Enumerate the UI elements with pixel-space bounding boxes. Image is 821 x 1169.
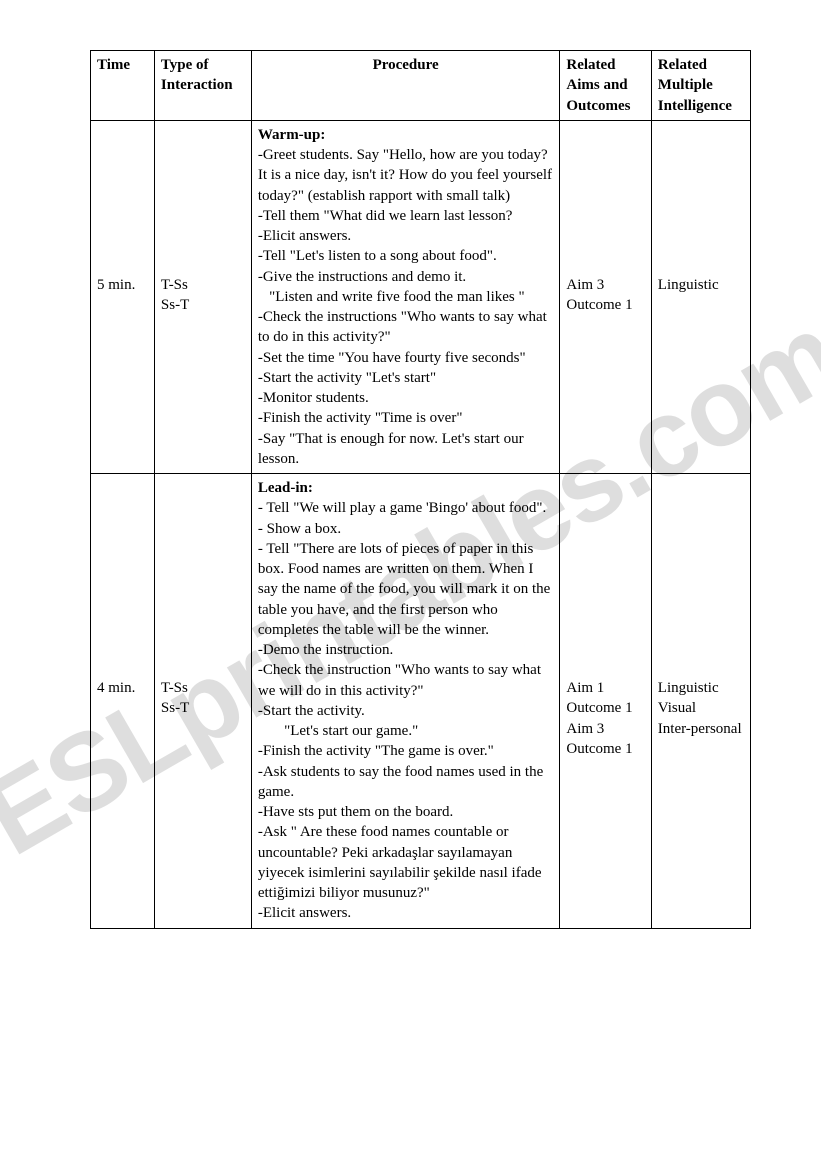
cell-procedure: Warm-up: -Greet students. Say "Hello, how… — [251, 120, 560, 473]
cell-mi: Linguistic — [651, 120, 750, 473]
cell-time: 5 min. — [91, 120, 155, 473]
procedure-title: Lead-in: — [258, 480, 313, 496]
lesson-plan-table: Time Type of Interaction Procedure Relat… — [90, 50, 751, 929]
header-mi: Related Multiple Intelligence — [651, 51, 750, 121]
procedure-title: Warm-up: — [258, 127, 326, 143]
cell-procedure: Lead-in: - Tell "We will play a game 'Bin… — [251, 474, 560, 929]
procedure-body: -Greet students. Say "Hello, how are you… — [258, 147, 556, 467]
header-aims: Related Aims and Outcomes — [560, 51, 651, 121]
cell-time: 4 min. — [91, 474, 155, 929]
header-type: Type of Interaction — [154, 51, 251, 121]
cell-type: T-Ss Ss-T — [154, 474, 251, 929]
cell-aims: Aim 1 Outcome 1 Aim 3 Outcome 1 — [560, 474, 651, 929]
procedure-body: - Tell "We will play a game 'Bingo' abou… — [258, 500, 554, 921]
table-row: 4 min. T-Ss Ss-T Lead-in: - Tell "We will… — [91, 474, 751, 929]
table-row: 5 min. T-Ss Ss-T Warm-up: -Greet students… — [91, 120, 751, 473]
cell-mi: Linguistic Visual Inter-personal — [651, 474, 750, 929]
page-container: Time Type of Interaction Procedure Relat… — [0, 0, 821, 979]
header-procedure: Procedure — [251, 51, 560, 121]
cell-type: T-Ss Ss-T — [154, 120, 251, 473]
table-header-row: Time Type of Interaction Procedure Relat… — [91, 51, 751, 121]
cell-aims: Aim 3 Outcome 1 — [560, 120, 651, 473]
header-time: Time — [91, 51, 155, 121]
